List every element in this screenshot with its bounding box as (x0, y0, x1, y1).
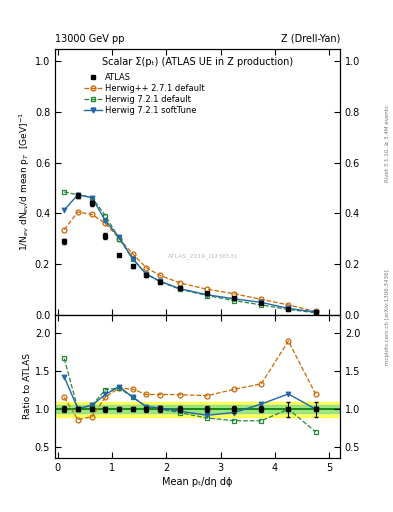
Bar (55, 401, 340, 417)
Text: mcplots.cern.ch [arXiv:1306.3436]: mcplots.cern.ch [arXiv:1306.3436] (385, 270, 389, 365)
Text: Z (Drell-Yan): Z (Drell-Yan) (281, 33, 340, 44)
Legend: ATLAS, Herwig++ 2.7.1 default, Herwig 7.2.1 default, Herwig 7.2.1 softTune: ATLAS, Herwig++ 2.7.1 default, Herwig 7.… (82, 71, 207, 117)
Text: Scalar Σ(pₜ) (ATLAS UE in Z production): Scalar Σ(pₜ) (ATLAS UE in Z production) (102, 57, 293, 67)
Y-axis label: 1/N$_{ev}$ dN$_{ev}$/d mean p$_T$  [GeV]$^{-1}$: 1/N$_{ev}$ dN$_{ev}$/d mean p$_T$ [GeV]$… (18, 112, 32, 251)
Y-axis label: Ratio to ATLAS: Ratio to ATLAS (23, 353, 32, 419)
Text: Rivet 3.1.10, ≥ 3.4M events: Rivet 3.1.10, ≥ 3.4M events (385, 105, 389, 182)
Text: ATLAS_2019_I1736531: ATLAS_2019_I1736531 (168, 253, 239, 259)
Text: 13000 GeV pp: 13000 GeV pp (55, 33, 125, 44)
Bar (55, 406, 340, 413)
X-axis label: Mean pₜ/dη dϕ: Mean pₜ/dη dϕ (162, 477, 233, 487)
